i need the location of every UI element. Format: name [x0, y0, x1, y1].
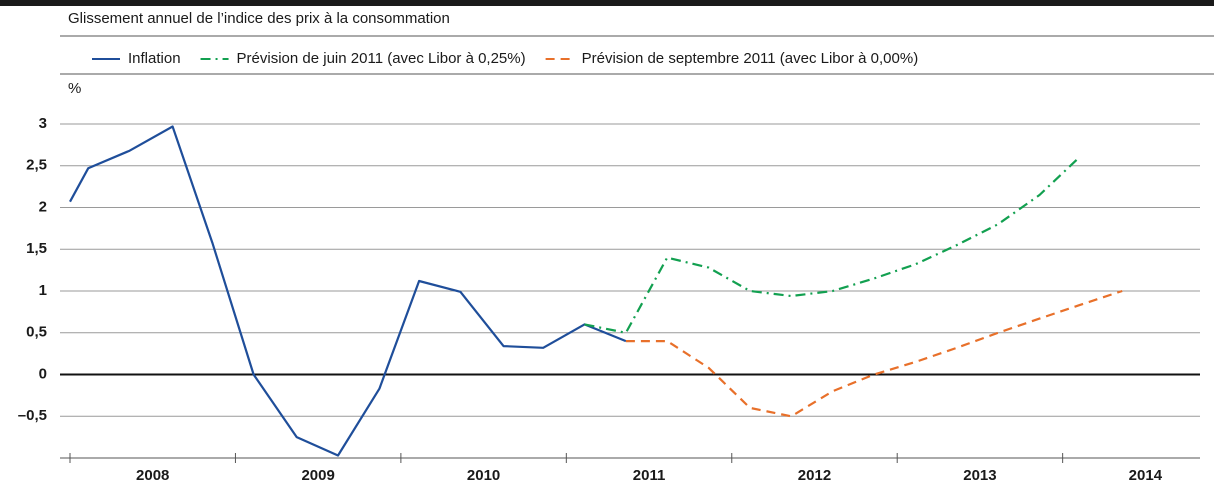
y-tick-label: 3 — [39, 115, 47, 132]
legend-label: Prévision de septembre 2011 (avec Libor … — [582, 50, 919, 67]
top-bar — [0, 0, 1214, 6]
y-tick-label: 2,5 — [26, 157, 47, 174]
x-tick-label: 2010 — [467, 467, 500, 484]
y-axis-label: % — [68, 80, 81, 97]
y-tick-label: 0,5 — [26, 324, 47, 341]
y-tick-label: 1,5 — [26, 240, 47, 257]
y-tick-label: 2 — [39, 198, 47, 215]
chart-subtitle: Glissement annuel de l’indice des prix à… — [68, 10, 450, 27]
x-tick-label: 2011 — [633, 467, 666, 484]
series-line — [584, 156, 1080, 334]
y-tick-label: 1 — [39, 282, 47, 299]
y-tick-label: –0,5 — [18, 407, 47, 424]
x-tick-label: 2014 — [1129, 467, 1163, 484]
series-line — [69, 125, 627, 457]
series-line — [625, 289, 1123, 418]
x-tick-label: 2013 — [963, 467, 996, 484]
legend-label: Prévision de juin 2011 (avec Libor à 0,2… — [237, 50, 526, 67]
x-tick-label: 2008 — [136, 467, 169, 484]
x-tick-label: 2012 — [798, 467, 831, 484]
x-tick-label: 2009 — [301, 467, 334, 484]
y-tick-label: 0 — [39, 365, 47, 382]
legend-label: Inflation — [128, 50, 181, 67]
